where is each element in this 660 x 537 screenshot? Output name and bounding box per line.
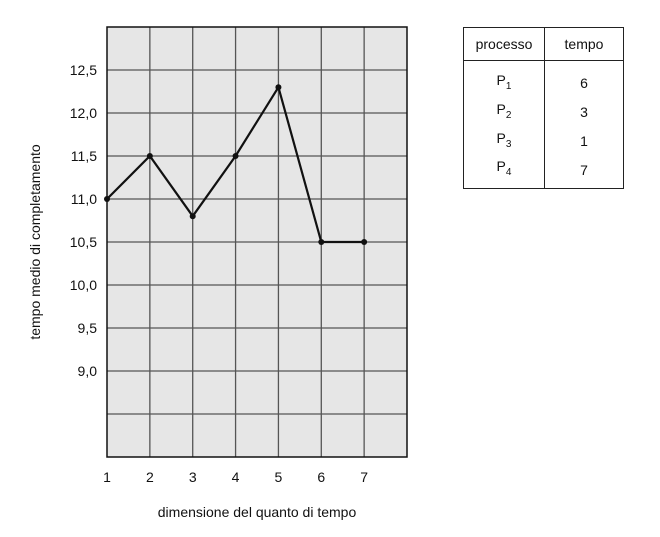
y-axis-ticks: 9,0 9,5 10,0 10,5 11,0 11,5 12,0 12,5 xyxy=(70,62,97,379)
x-tick-label: 1 xyxy=(103,469,111,485)
time-cell: 6 xyxy=(544,60,624,98)
table-row: P2 3 xyxy=(463,97,624,127)
x-tick-label: 3 xyxy=(189,469,197,485)
table-header-row: processo tempo xyxy=(463,27,624,61)
process-name-cell: P4 xyxy=(463,155,545,190)
y-tick-label: 11,5 xyxy=(71,148,97,164)
data-point xyxy=(232,153,239,159)
x-tick-label: 4 xyxy=(232,469,240,485)
y-tick-label: 12,5 xyxy=(70,62,97,78)
process-name-cell: P1 xyxy=(463,60,545,98)
y-tick-label: 12,0 xyxy=(70,105,97,121)
column-header-processo: processo xyxy=(463,27,545,61)
table-row: P1 6 xyxy=(463,60,624,98)
data-point xyxy=(275,84,282,91)
y-tick-label: 10,5 xyxy=(70,234,97,250)
process-name-cell: P3 xyxy=(463,126,545,156)
data-point xyxy=(146,153,153,159)
x-tick-label: 7 xyxy=(360,469,368,485)
column-header-tempo: tempo xyxy=(544,27,624,61)
y-tick-label: 11,0 xyxy=(71,191,97,207)
x-tick-label: 2 xyxy=(146,469,154,485)
data-point xyxy=(361,239,368,245)
process-name-cell: P2 xyxy=(463,97,545,127)
plot-frame xyxy=(106,26,408,458)
time-cell: 1 xyxy=(544,126,624,156)
time-cell: 7 xyxy=(544,155,624,190)
x-tick-label: 5 xyxy=(275,469,283,485)
table-row: P4 7 xyxy=(463,155,624,190)
process-table: processo tempo P1 6 P2 3 P3 1 P4 7 xyxy=(463,27,624,190)
time-cell: 3 xyxy=(544,97,624,127)
data-point xyxy=(189,213,196,220)
data-point xyxy=(318,239,325,245)
y-tick-label: 10,0 xyxy=(70,277,97,293)
y-axis-label: tempo medio di completamento xyxy=(27,144,43,340)
data-points xyxy=(104,84,368,245)
table-row: P3 1 xyxy=(463,126,624,156)
x-axis-ticks: 1 2 3 4 5 6 7 xyxy=(103,469,368,485)
y-tick-label: 9,0 xyxy=(78,363,98,379)
y-tick-label: 9,5 xyxy=(78,320,98,336)
x-axis-label: dimensione del quanto di tempo xyxy=(158,504,357,520)
x-tick-label: 6 xyxy=(317,469,325,485)
